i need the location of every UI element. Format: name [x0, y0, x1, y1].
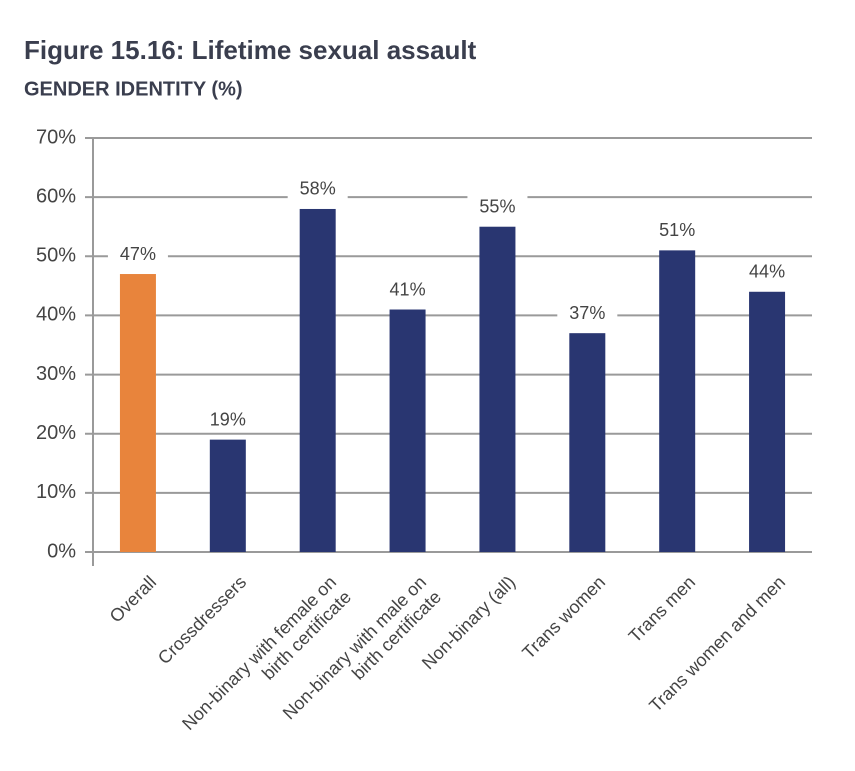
y-tick-label: 70%: [36, 126, 76, 148]
value-label-bg: [197, 407, 258, 432]
value-label: 55%: [479, 196, 515, 216]
y-tick-label: 10%: [36, 481, 76, 503]
bar: [479, 226, 516, 552]
y-tick-label: 20%: [36, 422, 76, 444]
value-label-bg: [647, 218, 708, 243]
bar: [389, 309, 426, 552]
bar: [209, 439, 246, 552]
y-tick-label: 60%: [36, 185, 76, 207]
y-tick-label: 40%: [36, 304, 76, 326]
value-label: 37%: [569, 303, 605, 323]
value-label-bg: [467, 194, 528, 219]
bar: [659, 250, 696, 552]
value-label: 58%: [300, 179, 336, 199]
y-tick-label: 0%: [47, 540, 76, 562]
value-label: 19%: [210, 409, 246, 429]
value-label-bg: [287, 176, 348, 201]
value-label-bg: [107, 242, 168, 267]
bar: [749, 291, 786, 552]
value-label: 44%: [749, 262, 785, 282]
value-label: 41%: [390, 279, 426, 299]
bar: [119, 274, 156, 552]
bar: [569, 333, 606, 552]
value-label-bg: [737, 259, 798, 284]
y-tick-label: 30%: [36, 363, 76, 385]
chart-title: Figure 15.16: Lifetime sexual assault: [24, 35, 477, 65]
chart-subtitle: GENDER IDENTITY (%): [24, 78, 243, 100]
bar: [299, 208, 336, 552]
value-label-bg: [557, 301, 618, 326]
y-tick-label: 50%: [36, 245, 76, 267]
value-label: 47%: [120, 244, 156, 264]
value-label-bg: [377, 277, 438, 302]
value-label: 51%: [659, 220, 695, 240]
